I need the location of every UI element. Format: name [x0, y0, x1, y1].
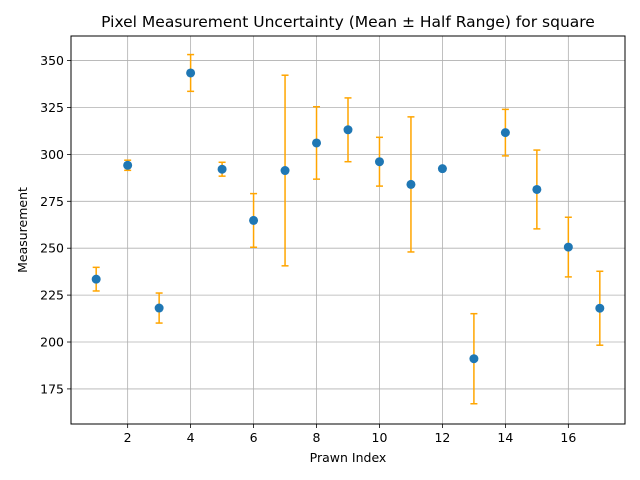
data-point [532, 184, 542, 194]
plot-frame [70, 35, 626, 425]
data-point [312, 138, 322, 148]
y-axis-ticks: 175 200 225 250 275 300 325 350 [40, 53, 71, 396]
y-tick-label: 325 [40, 100, 64, 115]
x-tick-label: 16 [560, 430, 576, 445]
x-tick-label: 4 [187, 430, 195, 445]
data-point [123, 160, 133, 170]
y-tick-label: 275 [40, 194, 64, 209]
y-tick-label: 250 [40, 241, 64, 256]
chart-title: Pixel Measurement Uncertainty (Mean ± Ha… [101, 13, 595, 31]
data-point [595, 303, 605, 313]
data-point [91, 274, 101, 284]
x-tick-label: 14 [497, 430, 513, 445]
data-point [186, 68, 196, 78]
y-tick-label: 300 [40, 147, 64, 162]
x-tick-label: 10 [372, 430, 388, 445]
data-point [374, 157, 384, 167]
x-tick-label: 6 [250, 430, 258, 445]
x-tick-label: 2 [124, 430, 132, 445]
y-tick-label: 200 [40, 335, 64, 350]
data-point [563, 242, 573, 252]
x-axis-ticks: 2 4 6 8 10 12 14 16 [124, 424, 576, 445]
y-tick-label: 175 [40, 381, 64, 396]
data-point [500, 128, 510, 138]
x-tick-label: 12 [434, 430, 450, 445]
data-point [469, 354, 479, 364]
y-tick-label: 225 [40, 288, 64, 303]
data-point [217, 164, 227, 174]
x-axis-label: Prawn Index [310, 450, 387, 465]
data-point [406, 179, 416, 189]
data-point [280, 166, 290, 176]
data-point [154, 303, 164, 313]
data-point [343, 125, 353, 135]
y-tick-label: 350 [40, 53, 64, 68]
data-point [249, 215, 259, 225]
data-point [437, 164, 447, 174]
y-axis-label: Measurement [15, 187, 30, 273]
x-tick-label: 8 [313, 430, 321, 445]
point-layer [91, 68, 605, 364]
